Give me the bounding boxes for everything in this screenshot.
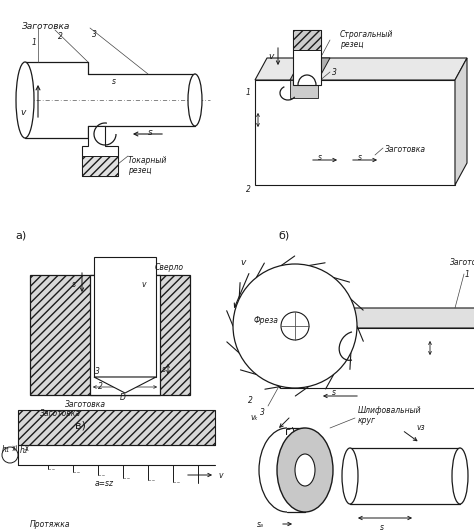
Text: Шлифовальный
круг: Шлифовальный круг <box>358 406 422 426</box>
Text: s: s <box>162 365 166 374</box>
Text: s: s <box>72 280 76 289</box>
Text: 1: 1 <box>246 88 251 97</box>
Text: 1: 1 <box>465 270 470 279</box>
Text: s: s <box>380 523 384 530</box>
Text: s: s <box>318 153 322 162</box>
Text: б): б) <box>278 230 289 240</box>
Text: Строгальный
резец: Строгальный резец <box>340 30 393 49</box>
Polygon shape <box>255 58 467 80</box>
Circle shape <box>2 447 18 463</box>
Text: Протяжка: Протяжка <box>30 520 71 529</box>
Text: v: v <box>20 108 26 117</box>
Polygon shape <box>94 257 156 377</box>
Text: 3: 3 <box>260 408 265 417</box>
Ellipse shape <box>452 448 468 504</box>
Polygon shape <box>255 80 455 185</box>
Text: Токарный
резец: Токарный резец <box>128 156 167 175</box>
Text: 1: 1 <box>32 38 37 47</box>
Polygon shape <box>290 58 330 80</box>
Polygon shape <box>18 410 215 445</box>
Text: Заготовка: Заготовка <box>40 409 81 418</box>
Text: a=sz: a=sz <box>95 479 114 488</box>
Text: в): в) <box>75 421 86 431</box>
Text: s: s <box>112 77 116 86</box>
Text: 3: 3 <box>332 68 337 77</box>
Text: s: s <box>358 153 362 162</box>
Text: s: s <box>332 388 336 397</box>
Circle shape <box>281 312 309 340</box>
Polygon shape <box>90 275 160 395</box>
Text: 2: 2 <box>98 382 103 391</box>
Text: v: v <box>240 258 246 267</box>
Polygon shape <box>82 156 118 176</box>
Polygon shape <box>260 308 474 328</box>
Text: 2: 2 <box>246 185 251 194</box>
Ellipse shape <box>342 448 358 504</box>
Text: s: s <box>148 128 153 137</box>
Ellipse shape <box>188 74 202 126</box>
Text: vз: vз <box>416 423 425 432</box>
Text: а): а) <box>15 230 26 240</box>
Text: Заготовка: Заготовка <box>385 145 426 154</box>
Polygon shape <box>82 126 118 176</box>
Polygon shape <box>30 275 190 395</box>
Polygon shape <box>94 377 156 393</box>
Text: 2: 2 <box>248 396 253 405</box>
Text: 3: 3 <box>92 30 97 39</box>
Text: Сверло: Сверло <box>155 263 184 272</box>
Polygon shape <box>280 328 474 388</box>
Text: v: v <box>141 280 146 289</box>
Text: Заготовка: Заготовка <box>22 22 70 31</box>
Polygon shape <box>293 30 321 85</box>
Polygon shape <box>260 308 280 388</box>
Ellipse shape <box>295 454 315 486</box>
Text: v: v <box>218 471 222 480</box>
Polygon shape <box>290 80 318 98</box>
Ellipse shape <box>277 428 333 512</box>
Text: v: v <box>268 52 273 61</box>
Text: vₖ: vₖ <box>250 413 258 422</box>
Text: Фреза: Фреза <box>254 316 279 325</box>
Text: h₂: h₂ <box>20 446 28 455</box>
Text: Заготовка: Заготовка <box>450 258 474 267</box>
Text: 3: 3 <box>95 367 100 376</box>
Polygon shape <box>455 58 467 185</box>
Text: г): г) <box>285 426 295 436</box>
Circle shape <box>233 264 357 388</box>
Polygon shape <box>293 30 321 50</box>
Text: h₁: h₁ <box>2 445 10 454</box>
Text: 2: 2 <box>58 32 63 41</box>
Text: sₐ: sₐ <box>257 520 264 529</box>
Text: Заготовка: Заготовка <box>65 400 106 409</box>
Ellipse shape <box>16 62 34 138</box>
Text: D: D <box>120 393 126 402</box>
